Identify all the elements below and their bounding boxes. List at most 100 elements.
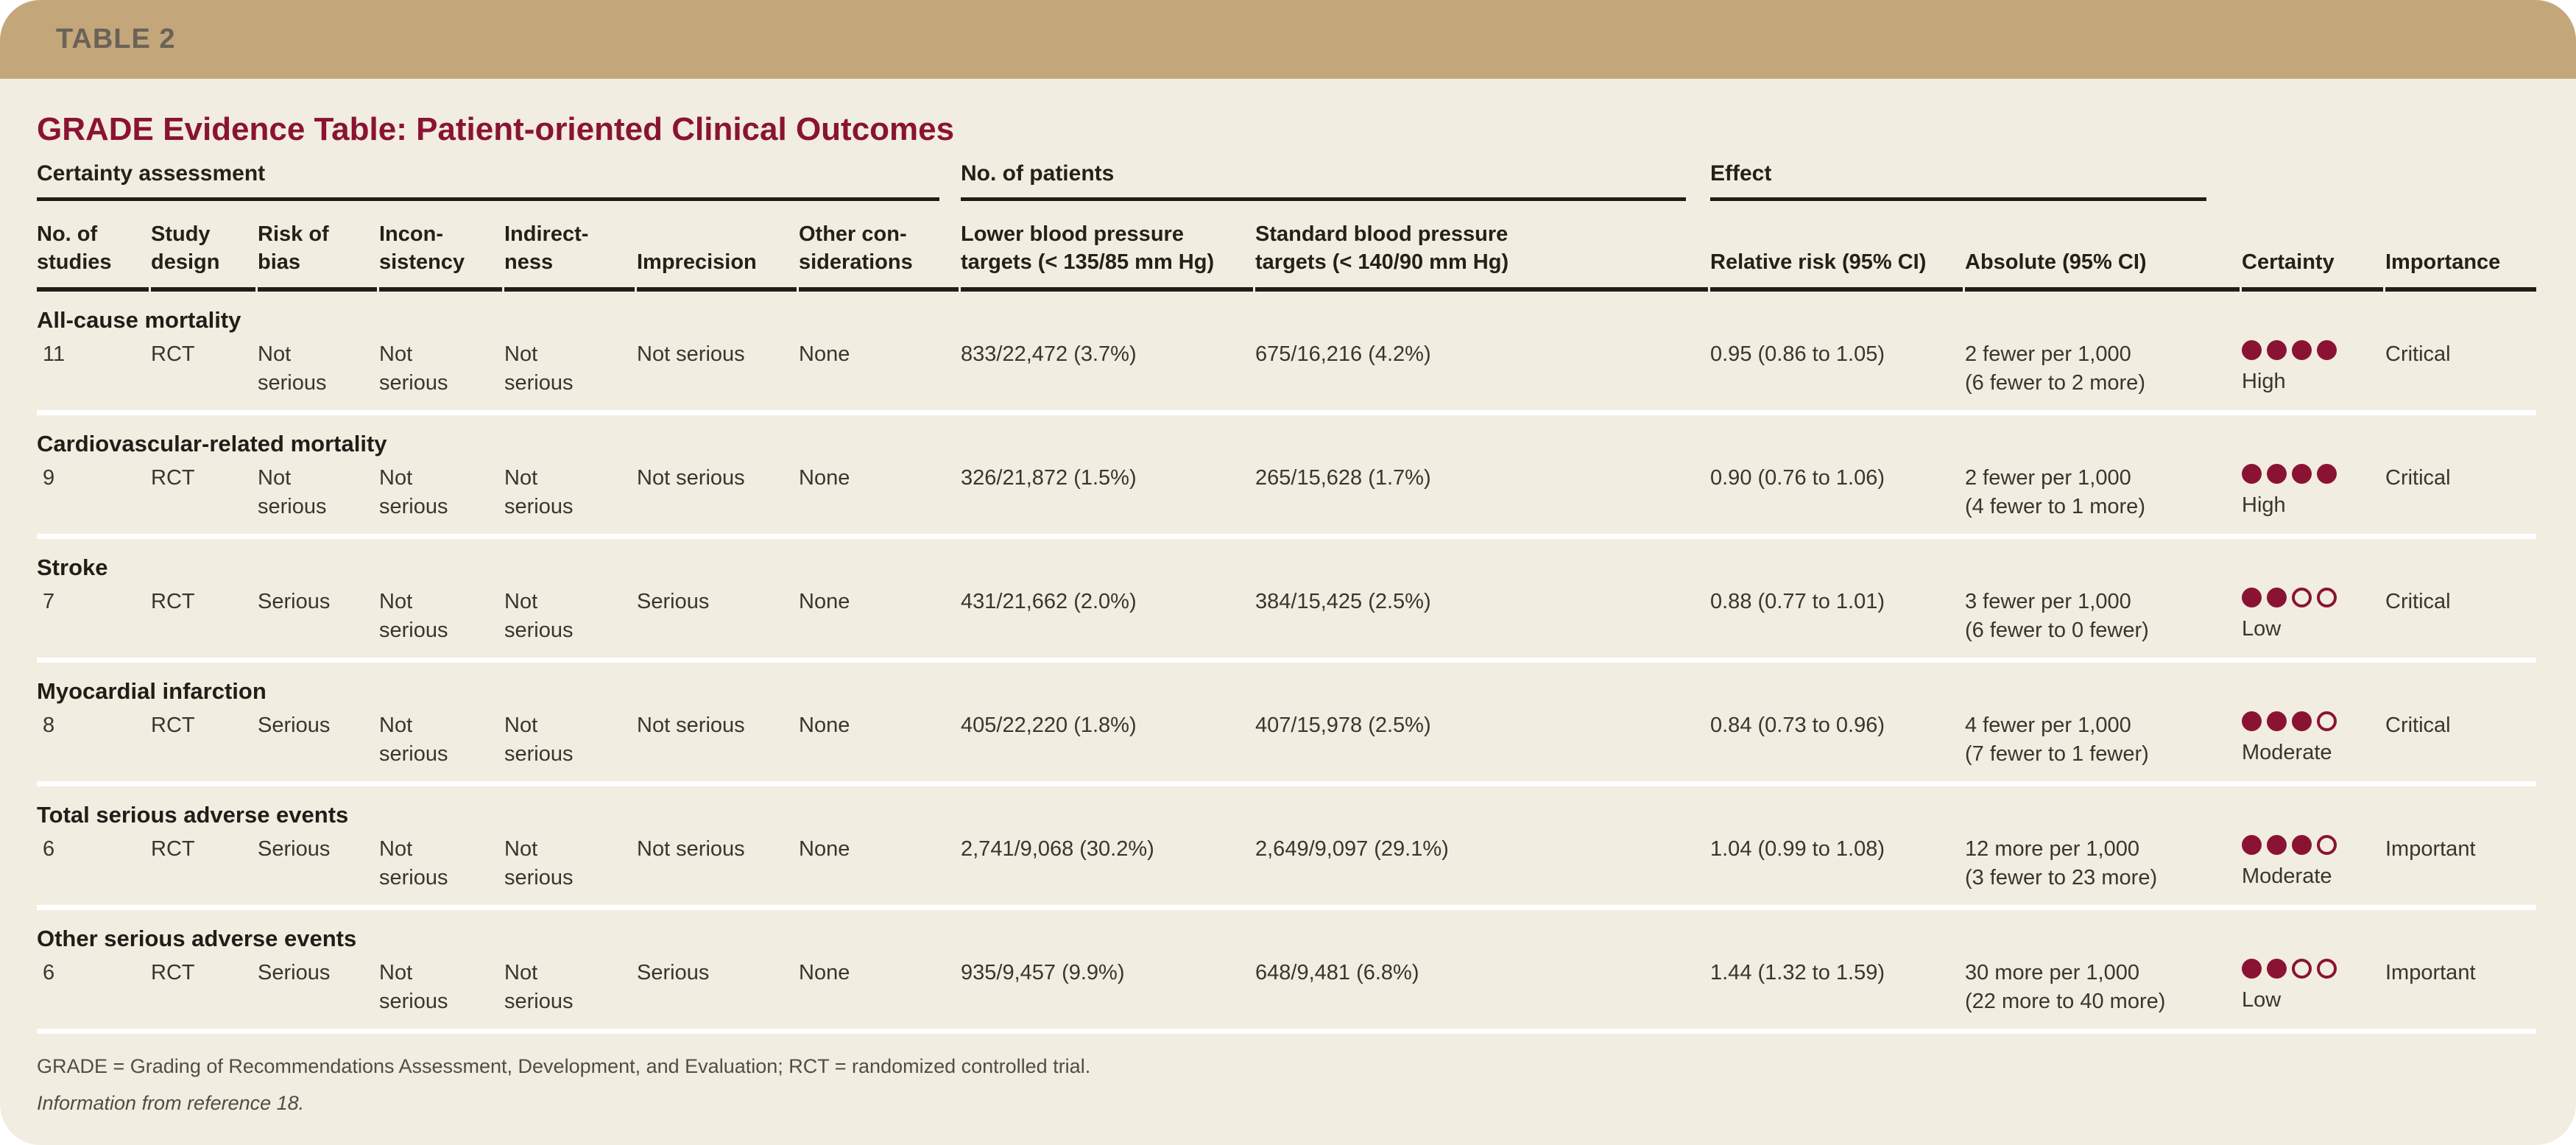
cell-inconsistency: Not serious xyxy=(379,590,448,642)
cell-risk-of-bias: Serious xyxy=(258,714,331,737)
group-header-no-of-patients: No. of patients xyxy=(961,148,1686,201)
certainty-dot-filled-icon xyxy=(2317,464,2337,484)
outcome-label: Total serious adverse events xyxy=(37,802,349,828)
column-header-no-of-studies: No. of studies xyxy=(37,201,149,292)
certainty-dots xyxy=(2242,464,2370,488)
cell-other-considerations: None xyxy=(799,342,850,366)
certainty-dots xyxy=(2242,340,2370,364)
certainty-level-label: Low xyxy=(2242,617,2282,641)
cell-imprecision: Not serious xyxy=(637,837,745,861)
certainty-level-label: Moderate xyxy=(2242,741,2332,764)
cell-indirectness: Not serious xyxy=(504,961,574,1013)
cell-absolute: 3 fewer per 1,000 (6 fewer to 0 fewer) xyxy=(1965,590,2149,642)
column-header-study-design: Study design xyxy=(151,201,255,292)
certainty-dot-filled-icon xyxy=(2267,835,2287,855)
cell-relative-risk: 0.84 (0.73 to 0.96) xyxy=(1710,714,1885,737)
cell-study-design: RCT xyxy=(151,714,195,737)
cell-risk-of-bias: Not serious xyxy=(258,342,327,395)
certainty-dot-filled-icon xyxy=(2267,464,2287,484)
cell-inconsistency: Not serious xyxy=(379,714,448,766)
cell-inconsistency: Not serious xyxy=(379,961,448,1013)
column-header-importance: Importance xyxy=(2385,229,2536,292)
column-header-standard-bp: Standard blood pressure targets (< 140/9… xyxy=(1255,201,1708,292)
certainty-dots xyxy=(2242,959,2370,983)
cell-standard-bp: 407/15,978 (2.5%) xyxy=(1255,714,1431,737)
cell-imprecision: Serious xyxy=(637,961,710,984)
column-header-risk-of-bias: Risk of bias xyxy=(258,201,377,292)
certainty-dot-filled-icon xyxy=(2292,340,2312,360)
cell-risk-of-bias: Serious xyxy=(258,590,331,613)
cell-inconsistency: Not serious xyxy=(379,466,448,518)
table-header-band: TABLE 2 xyxy=(0,0,2576,79)
cell-absolute: 4 fewer per 1,000 (7 fewer to 1 fewer) xyxy=(1965,714,2149,766)
certainty-dot-open-icon xyxy=(2317,835,2337,855)
certainty-dot-filled-icon xyxy=(2242,959,2262,979)
cell-certainty: Moderate xyxy=(2242,832,2383,903)
cell-relative-risk: 0.88 (0.77 to 1.01) xyxy=(1710,590,1885,613)
cell-importance: Critical xyxy=(2385,590,2451,613)
cell-certainty: High xyxy=(2242,337,2383,408)
cell-other-considerations: None xyxy=(799,837,850,861)
cell-absolute: 12 more per 1,000 (3 fewer to 23 more) xyxy=(1965,837,2158,889)
group-header-certainty-assessment: Certainty assessment xyxy=(37,148,939,201)
certainty-level-label: Low xyxy=(2242,988,2282,1012)
cell-lower-bp: 2,741/9,068 (30.2%) xyxy=(961,837,1154,861)
group-header-spacer xyxy=(2242,180,2536,201)
cell-risk-of-bias: Serious xyxy=(258,961,331,984)
certainty-dot-filled-icon xyxy=(2292,711,2312,731)
cell-absolute: 30 more per 1,000 (22 more to 40 more) xyxy=(1965,961,2166,1013)
certainty-dot-open-icon xyxy=(2317,588,2337,607)
section-separator xyxy=(37,1029,2536,1034)
certainty-dots xyxy=(2242,711,2370,736)
column-header-certainty: Certainty xyxy=(2242,229,2383,292)
certainty-dots xyxy=(2242,588,2370,612)
cell-certainty: High xyxy=(2242,461,2383,532)
cell-imprecision: Not serious xyxy=(637,342,745,366)
column-header-indirectness: Indirect- ness xyxy=(504,201,635,292)
cell-indirectness: Not serious xyxy=(504,837,574,889)
certainty-dot-filled-icon xyxy=(2242,464,2262,484)
section-separator xyxy=(37,534,2536,539)
cell-absolute: 2 fewer per 1,000 (4 fewer to 1 more) xyxy=(1965,466,2145,518)
cell-importance: Critical xyxy=(2385,342,2451,366)
group-header-effect: Effect xyxy=(1710,148,2206,201)
cell-importance: Critical xyxy=(2385,714,2451,737)
table-title: GRADE Evidence Table: Patient-oriented C… xyxy=(37,111,955,147)
cell-other-considerations: None xyxy=(799,714,850,737)
section-separator xyxy=(37,781,2536,786)
cell-lower-bp: 431/21,662 (2.0%) xyxy=(961,590,1137,613)
cell-certainty: Moderate xyxy=(2242,708,2383,779)
section-separator xyxy=(37,410,2536,415)
outcome-label: Other serious adverse events xyxy=(37,926,357,951)
cell-study-design: RCT xyxy=(151,590,195,613)
certainty-dot-open-icon xyxy=(2317,711,2337,731)
outcome-label: Cardiovascular-related mortality xyxy=(37,431,387,457)
cell-study-design: RCT xyxy=(151,342,195,366)
cell-study-design: RCT xyxy=(151,837,195,861)
cell-absolute: 2 fewer per 1,000 (6 fewer to 2 more) xyxy=(1965,342,2145,395)
certainty-dot-filled-icon xyxy=(2292,835,2312,855)
cell-risk-of-bias: Not serious xyxy=(258,466,327,518)
cell-certainty: Low xyxy=(2242,956,2383,1026)
certainty-dot-filled-icon xyxy=(2242,588,2262,607)
certainty-dot-filled-icon xyxy=(2242,711,2262,731)
certainty-dot-open-icon xyxy=(2292,959,2312,979)
column-header-inconsistency: Incon- sistency xyxy=(379,201,502,292)
column-header-absolute: Absolute (95% CI) xyxy=(1965,229,2240,292)
cell-inconsistency: Not serious xyxy=(379,342,448,395)
cell-lower-bp: 405/22,220 (1.8%) xyxy=(961,714,1137,737)
certainty-dot-filled-icon xyxy=(2267,711,2287,731)
cell-indirectness: Not serious xyxy=(504,714,574,766)
certainty-dot-open-icon xyxy=(2317,959,2337,979)
certainty-dot-filled-icon xyxy=(2267,959,2287,979)
column-header-other-considerations: Other con- siderations xyxy=(799,201,959,292)
cell-risk-of-bias: Serious xyxy=(258,837,331,861)
cell-no-of-studies: 7 xyxy=(43,590,55,613)
certainty-dot-filled-icon xyxy=(2242,835,2262,855)
certainty-dot-filled-icon xyxy=(2317,340,2337,360)
cell-indirectness: Not serious xyxy=(504,590,574,642)
cell-standard-bp: 384/15,425 (2.5%) xyxy=(1255,590,1431,613)
cell-lower-bp: 326/21,872 (1.5%) xyxy=(961,466,1137,490)
outcome-label: All-cause mortality xyxy=(37,307,241,333)
